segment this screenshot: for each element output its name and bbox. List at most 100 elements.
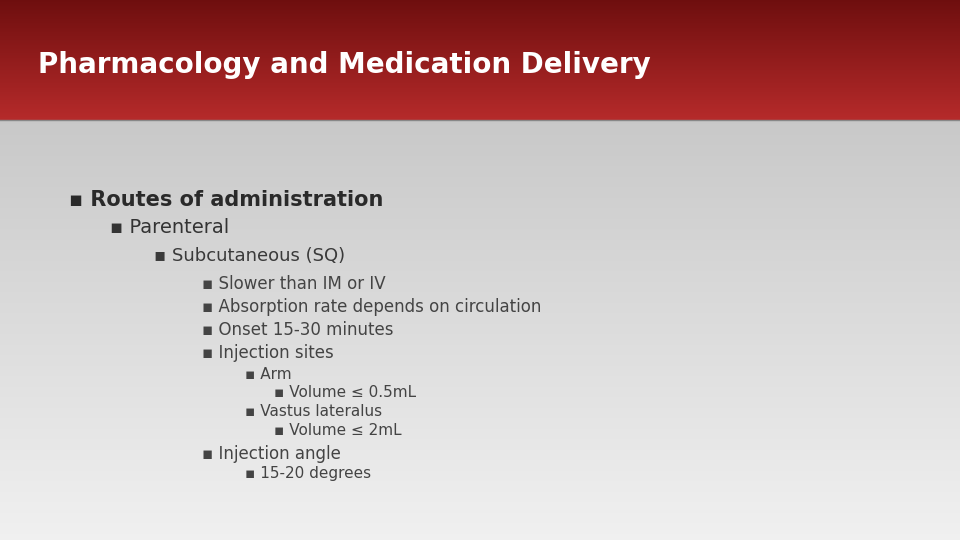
Bar [0,416,960,418]
Bar [0,538,960,540]
Bar [0,95,960,96]
Bar [0,84,960,85]
Bar [0,296,960,299]
Bar [0,311,960,313]
Bar [0,5,960,6]
Bar [0,166,960,168]
Bar [0,149,960,151]
Bar [0,12,960,13]
Bar [0,61,960,62]
Bar [0,420,960,422]
Bar [0,14,960,15]
Bar [0,395,960,397]
Bar [0,471,960,473]
Bar [0,517,960,519]
Bar [0,380,960,382]
Bar [0,22,960,23]
Bar [0,393,960,395]
Bar [0,141,960,143]
Bar [0,64,960,65]
Bar [0,24,960,25]
Bar [0,397,960,399]
Bar [0,523,960,525]
Bar [0,21,960,22]
Bar [0,16,960,17]
Bar [0,79,960,80]
Text: ▪ Subcutaneous (SQ): ▪ Subcutaneous (SQ) [154,247,345,266]
Bar [0,391,960,393]
Bar [0,80,960,81]
Bar [0,98,960,99]
Bar [0,235,960,238]
Bar [0,261,960,263]
Bar [0,106,960,107]
Bar [0,109,960,110]
Bar [0,90,960,91]
Bar [0,11,960,12]
Bar [0,29,960,30]
Bar [0,60,960,61]
Bar [0,433,960,435]
Bar [0,387,960,389]
Bar [0,33,960,34]
Bar [0,464,960,467]
Bar [0,0,960,1]
Bar [0,238,960,240]
Bar [0,240,960,242]
Bar [0,129,960,130]
Bar [0,74,960,75]
Bar [0,153,960,156]
Bar [0,305,960,307]
Bar [0,368,960,370]
Bar [0,437,960,439]
Bar [0,320,960,321]
Bar [0,10,960,11]
Bar [0,40,960,42]
Bar [0,357,960,359]
Bar [0,76,960,77]
Bar [0,525,960,528]
Bar [0,30,960,31]
Bar [0,479,960,481]
Bar [0,422,960,424]
Bar [0,204,960,206]
Bar [0,389,960,391]
Bar [0,54,960,55]
Bar [0,102,960,103]
Bar [0,282,960,284]
Bar [0,122,960,124]
Bar [0,53,960,54]
Bar [0,170,960,172]
Bar [0,366,960,368]
Bar [0,126,960,129]
Bar [0,65,960,66]
Bar [0,44,960,45]
Bar [0,189,960,191]
Bar [0,227,960,229]
Bar [0,219,960,221]
Bar [0,104,960,105]
Bar [0,378,960,380]
Bar [0,9,960,10]
Bar [0,372,960,374]
Bar [0,92,960,93]
Bar [0,110,960,111]
Bar [0,49,960,50]
Text: ▪ 15-20 degrees: ▪ 15-20 degrees [245,466,371,481]
Bar [0,309,960,311]
Bar [0,504,960,507]
Bar [0,339,960,340]
Bar [0,456,960,458]
Bar [0,410,960,412]
Bar [0,427,960,429]
Bar [0,28,960,29]
Bar [0,119,960,120]
Bar [0,284,960,286]
Bar [0,6,960,7]
Bar [0,71,960,72]
Bar [0,231,960,233]
Bar [0,408,960,410]
Text: ▪ Arm: ▪ Arm [245,367,292,382]
Bar [0,66,960,67]
Bar [0,490,960,492]
